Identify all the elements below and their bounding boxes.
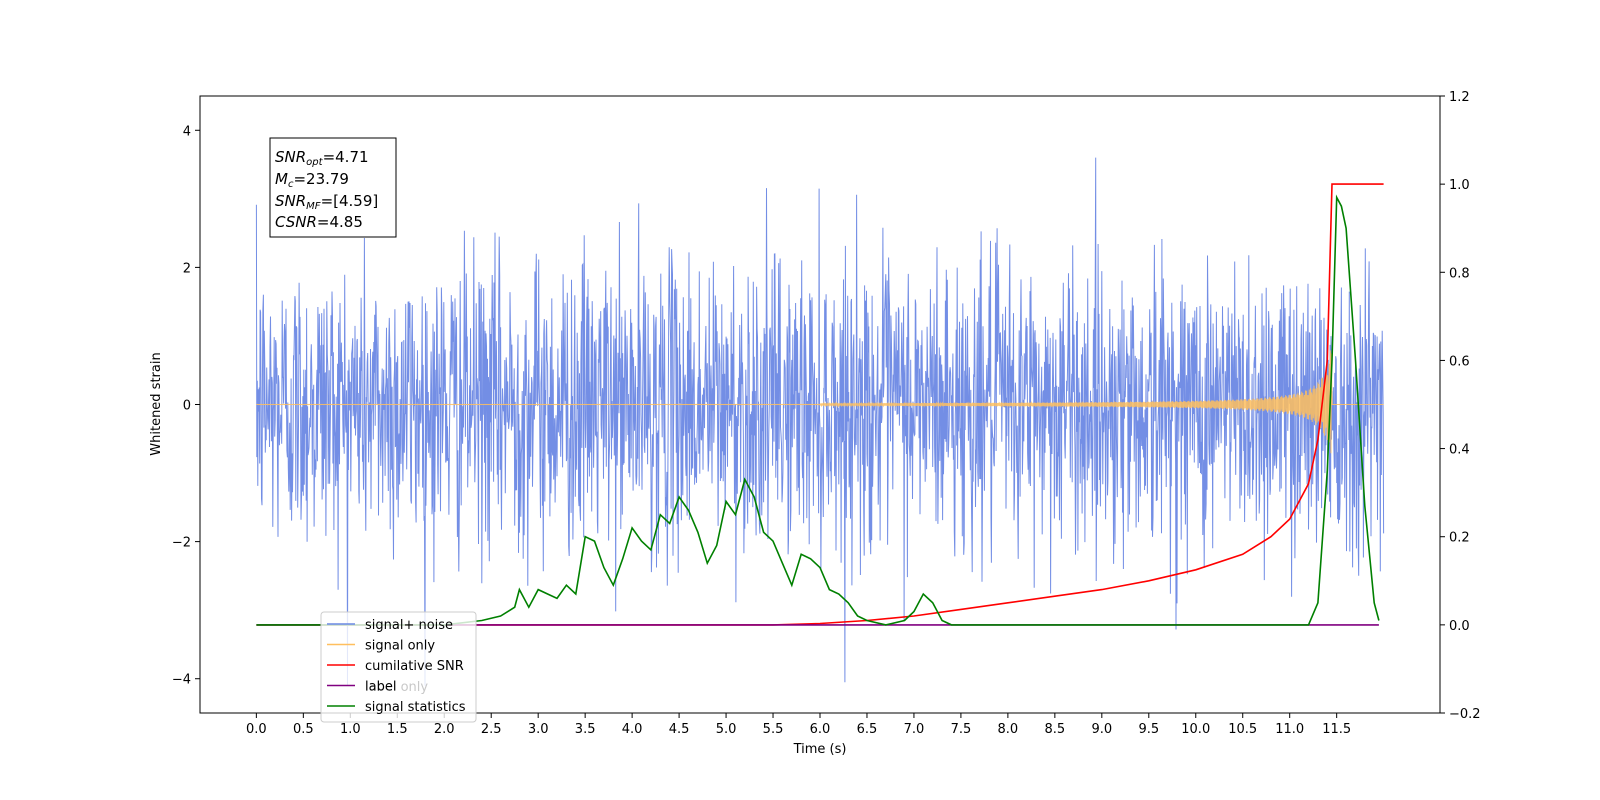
x-tick-label: 11.0	[1275, 722, 1304, 737]
right-y-tick-label: 0.8	[1449, 266, 1470, 281]
x-tick-label: 9.5	[1138, 722, 1159, 737]
x-tick-label: 6.5	[857, 722, 878, 737]
right-y-axis: 1.2 1.0 0.8 0.6 0.4 0.2 0.0 −0.2	[1440, 90, 1481, 722]
x-tick-label: 10.5	[1228, 722, 1257, 737]
x-tick-label: 1.0	[340, 722, 361, 737]
right-y-tick-label: 1.2	[1449, 90, 1470, 105]
right-y-tick-label: −0.2	[1449, 707, 1481, 722]
legend-entry-label: signal statistics	[365, 700, 466, 715]
left-y-tick-label: −4	[172, 673, 191, 688]
left-y-tick-label: −2	[172, 536, 191, 551]
x-tick-label: 9.0	[1091, 722, 1112, 737]
annotation-line-snr-opt: SNRopt=4.71	[275, 148, 369, 168]
x-tick-label: 10.0	[1181, 722, 1210, 737]
legend-frame	[320, 611, 477, 723]
x-tick-label: 7.0	[904, 722, 925, 737]
legend-entry-label: label	[365, 680, 396, 695]
right-y-tick-label: 0.6	[1449, 354, 1470, 369]
x-tick-label: 2.0	[434, 722, 455, 737]
right-y-tick-label: 0.0	[1449, 619, 1470, 634]
series-signal-statistics	[256, 194, 1380, 626]
legend-entry-label: signal+ noise	[365, 618, 453, 633]
y-axis-label: Whitened strain	[149, 352, 164, 455]
series-cumilative-snr	[256, 183, 1384, 626]
x-axis-label: Time (s)	[793, 742, 847, 757]
x-tick-label: 5.5	[763, 722, 784, 737]
x-tick-label: 8.0	[998, 722, 1019, 737]
x-tick-label: 3.0	[528, 722, 549, 737]
left-y-axis: 4 2 0 −2 −4	[172, 124, 200, 688]
x-tick-label: 6.0	[810, 722, 831, 737]
right-y-tick-label: 0.2	[1449, 531, 1470, 546]
x-tick-label: 4.0	[622, 722, 643, 737]
left-y-tick-label: 0	[183, 399, 191, 414]
series-signal-noise	[255, 157, 1385, 686]
legend-entry-label: cumilative SNR	[365, 659, 464, 674]
x-tick-label: 3.5	[575, 722, 596, 737]
x-tick-label: 5.0	[716, 722, 737, 737]
x-tick-label: 8.5	[1045, 722, 1066, 737]
annotation-box: SNRopt=4.71 Mc=23.79 SNRMF=[4.59] CSNR=4…	[269, 137, 397, 238]
right-y-tick-label: 0.4	[1449, 443, 1470, 458]
legend-hidden-text: label only	[365, 680, 428, 695]
x-tick-label: 7.5	[951, 722, 972, 737]
annotation-line-snr-mf: SNRMF=[4.59]	[275, 192, 378, 212]
x-tick-label: 4.5	[669, 722, 690, 737]
x-axis: 0.0 0.5 1.0 1.5 2.0 2.5 3.0 3.5 4.0 4.5 5.0 5.5 6.0 6…	[246, 713, 1351, 737]
series-signal-only	[256, 350, 1384, 454]
annotation-line-mc: Mc=23.79	[275, 170, 349, 190]
annotation-line-csnr: CSNR=4.85	[275, 213, 363, 231]
legend: label only signal+ noise signal only cumil…	[320, 611, 477, 723]
x-tick-label: 2.5	[481, 722, 502, 737]
left-y-tick-label: 2	[183, 261, 191, 276]
right-y-tick-label: 1.0	[1449, 178, 1470, 193]
legend-entry-label: signal only	[365, 639, 435, 654]
x-tick-label: 0.0	[246, 722, 267, 737]
left-y-tick-label: 4	[183, 124, 191, 139]
x-tick-label: 0.5	[293, 722, 314, 737]
x-tick-label: 11.5	[1322, 722, 1351, 737]
x-tick-label: 1.5	[387, 722, 408, 737]
